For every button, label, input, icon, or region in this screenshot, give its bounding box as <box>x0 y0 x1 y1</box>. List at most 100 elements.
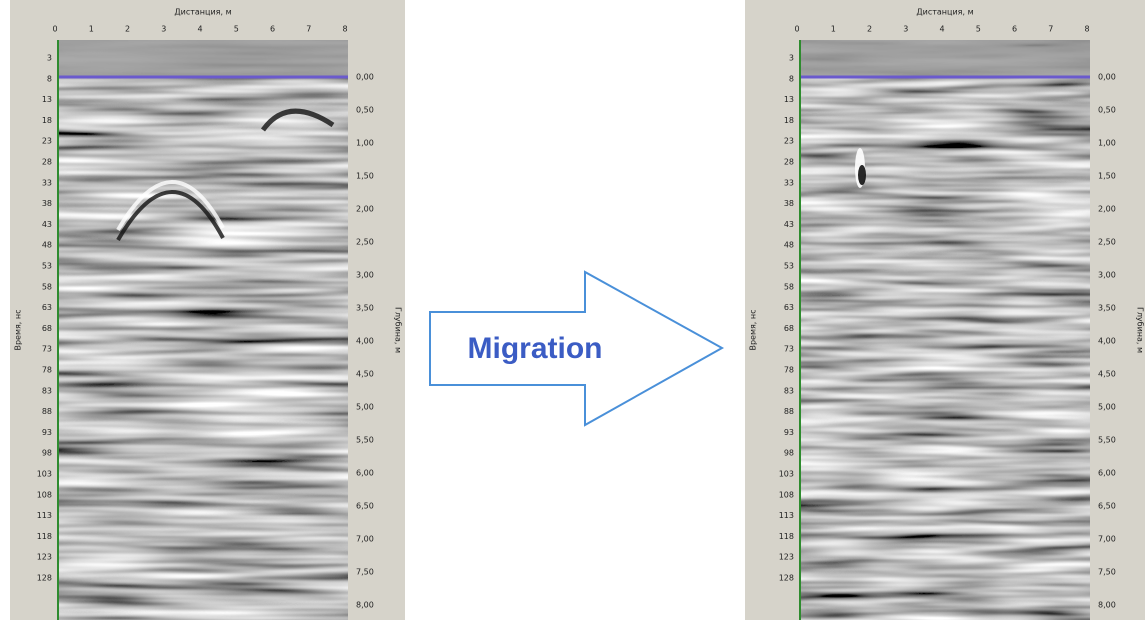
left-tick-label: 118 <box>37 532 52 541</box>
left-tick-label: 103 <box>779 470 794 479</box>
right-tick-label: 2,50 <box>1098 238 1116 247</box>
top-tick-label: 1 <box>89 25 94 34</box>
top-tick-label: 7 <box>1048 25 1053 34</box>
left-tick-label: 88 <box>42 407 52 416</box>
left-tick-label: 68 <box>42 324 52 333</box>
left-tick-label: 53 <box>42 262 52 271</box>
right-tick-label: 7,50 <box>1098 568 1116 577</box>
scene: Migration Дистанция, м012345678381318232… <box>0 0 1145 620</box>
left-tick-label: 58 <box>784 282 794 291</box>
left-tick-label: 128 <box>37 574 52 583</box>
left-tick-label: 98 <box>784 449 794 458</box>
left-tick-label: 63 <box>42 303 52 312</box>
right-tick-label: 5,50 <box>1098 436 1116 445</box>
left-tick-label: 113 <box>37 511 52 520</box>
left-tick-label: 18 <box>42 116 52 125</box>
top-tick-label: 3 <box>903 25 908 34</box>
air-band <box>58 40 348 76</box>
top-tick-label: 6 <box>1012 25 1017 34</box>
left-tick-label: 58 <box>42 282 52 291</box>
left-tick-label: 43 <box>784 220 794 229</box>
right-tick-label: 2,00 <box>1098 205 1116 214</box>
left-tick-label: 103 <box>37 470 52 479</box>
left-tick-label: 93 <box>42 428 52 437</box>
left-tick-label: 28 <box>784 158 794 167</box>
right-tick-label: 4,50 <box>1098 370 1116 379</box>
right-tick-label: 1,50 <box>1098 172 1116 181</box>
left-tick-label: 93 <box>784 428 794 437</box>
left-tick-label: 33 <box>42 178 52 187</box>
left-tick-label: 13 <box>42 95 52 104</box>
top-tick-label: 1 <box>831 25 836 34</box>
radargram-image <box>58 40 348 620</box>
right-tick-label: 1,00 <box>1098 139 1116 148</box>
top-axis-title: Дистанция, м <box>916 8 973 17</box>
right-tick-label: 5,00 <box>356 403 374 412</box>
right-tick-label: 0,50 <box>356 106 374 115</box>
left-tick-label: 78 <box>42 366 52 375</box>
left-tick-label: 108 <box>779 490 794 499</box>
top-axis-title: Дистанция, м <box>174 8 231 17</box>
left-axis-title: Время, нс <box>749 309 758 350</box>
left-tick-label: 63 <box>784 303 794 312</box>
right-tick-label: 7,50 <box>356 568 374 577</box>
migration-arrow: Migration <box>430 272 722 425</box>
left-tick-label: 68 <box>784 324 794 333</box>
left-tick-label: 3 <box>47 54 52 63</box>
left-tick-label: 78 <box>784 366 794 375</box>
top-tick-label: 2 <box>125 25 130 34</box>
right-tick-label: 0,50 <box>1098 106 1116 115</box>
right-tick-label: 1,50 <box>356 172 374 181</box>
top-tick-label: 5 <box>976 25 981 34</box>
left-tick-label: 123 <box>37 553 52 562</box>
left-tick-label: 38 <box>784 199 794 208</box>
left-tick-label: 123 <box>779 553 794 562</box>
left-tick-label: 73 <box>42 345 52 354</box>
left-tick-label: 3 <box>789 54 794 63</box>
left-tick-label: 53 <box>784 262 794 271</box>
left-tick-label: 128 <box>779 574 794 583</box>
top-tick-label: 3 <box>161 25 166 34</box>
left-tick-label: 113 <box>779 511 794 520</box>
right-tick-label: 3,50 <box>1098 304 1116 313</box>
left-tick-label: 98 <box>42 449 52 458</box>
right-tick-label: 0,00 <box>1098 73 1116 82</box>
left-tick-label: 108 <box>37 490 52 499</box>
left-tick-label: 118 <box>779 532 794 541</box>
right-tick-label: 4,00 <box>356 337 374 346</box>
left-tick-label: 73 <box>784 345 794 354</box>
right-tick-label: 6,00 <box>1098 469 1116 478</box>
right-tick-label: 8,00 <box>356 601 374 610</box>
top-tick-label: 8 <box>342 25 347 34</box>
right-tick-label: 4,50 <box>356 370 374 379</box>
left-tick-label: 33 <box>784 178 794 187</box>
top-tick-label: 5 <box>234 25 239 34</box>
top-tick-label: 7 <box>306 25 311 34</box>
right-tick-label: 3,00 <box>1098 271 1116 280</box>
right-tick-label: 7,00 <box>356 535 374 544</box>
left-tick-label: 88 <box>784 407 794 416</box>
right-tick-label: 2,00 <box>356 205 374 214</box>
left-tick-label: 8 <box>789 74 794 83</box>
reflection <box>858 165 866 185</box>
arrow-label: Migration <box>468 332 603 365</box>
top-tick-label: 0 <box>794 25 799 34</box>
right-tick-label: 3,50 <box>356 304 374 313</box>
left-axis-title: Время, нс <box>14 309 23 350</box>
left-tick-label: 8 <box>47 74 52 83</box>
left-tick-label: 28 <box>42 158 52 167</box>
top-tick-label: 4 <box>939 25 944 34</box>
left-tick-label: 23 <box>42 137 52 146</box>
left-tick-label: 43 <box>42 220 52 229</box>
top-tick-label: 8 <box>1084 25 1089 34</box>
left-tick-label: 23 <box>784 137 794 146</box>
left-tick-label: 48 <box>42 241 52 250</box>
top-tick-label: 2 <box>867 25 872 34</box>
left-tick-label: 13 <box>784 95 794 104</box>
right-tick-label: 6,50 <box>356 502 374 511</box>
right-tick-label: 5,00 <box>1098 403 1116 412</box>
top-tick-label: 4 <box>197 25 202 34</box>
top-tick-label: 6 <box>270 25 275 34</box>
